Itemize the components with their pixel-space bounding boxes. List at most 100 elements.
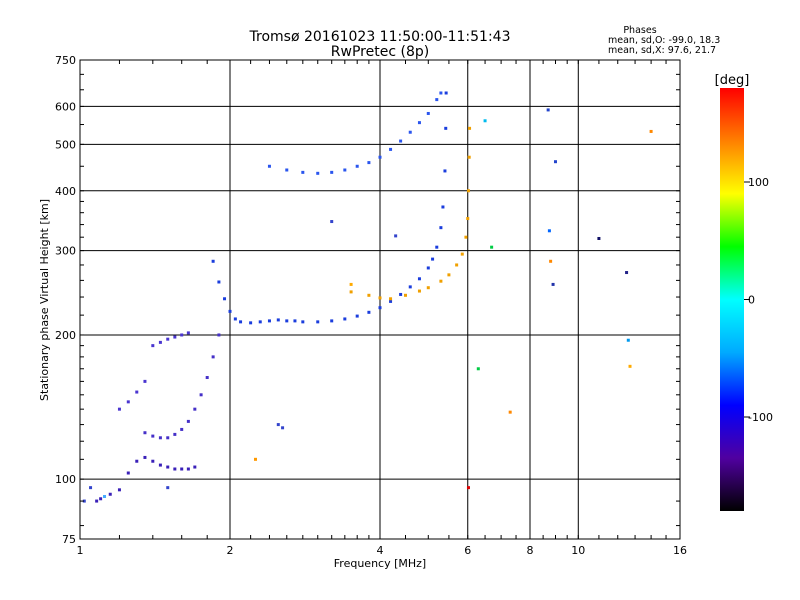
data-point [355,164,359,168]
data-point [551,282,555,286]
data-point [293,319,297,323]
data-point [166,337,170,341]
data-point [211,259,215,263]
data-point [443,169,447,173]
data-point [330,319,334,323]
series-f-layer-x-trace [349,126,472,301]
data-point [95,499,99,503]
x-axis-label: Frequency [MHz] [334,557,426,570]
data-point [408,285,412,289]
data-point [276,423,280,427]
data-point [166,436,170,440]
data-point [378,306,382,310]
data-point [408,130,412,134]
stats-line-o: mean, sd,O: -99.0, 18.3 [608,35,720,46]
data-point [439,226,443,230]
data-point [468,126,472,130]
data-point [466,217,470,221]
data-point [403,293,407,297]
x-axis-ticks: 1 2 4 6 8 10 16 [77,60,687,557]
data-point [546,108,550,112]
x-tick-label: 6 [464,544,471,557]
data-point [466,189,470,193]
data-point [441,205,445,209]
data-point [343,168,347,172]
data-point [166,486,170,490]
data-point [349,290,353,294]
data-point [628,364,632,368]
data-point [143,431,147,435]
data-point [349,282,353,286]
chart-subtitle: RwPretec (8p) [331,44,429,60]
x-tick-label: 2 [227,544,234,557]
data-point [389,297,393,301]
data-point [166,465,170,469]
data-point [466,486,470,490]
data-point [625,271,629,275]
data-point [173,467,177,471]
series-upper-f2-o-trace [267,91,443,175]
x-tick-label: 8 [527,544,534,557]
data-point [389,147,393,151]
data-point [158,340,162,344]
y-tick-label: 600 [55,100,76,113]
data-point [239,320,243,324]
y-tick-label: 100 [55,473,76,486]
y-tick-label: 750 [55,54,76,67]
colorbar [720,88,744,511]
data-point [82,499,86,503]
data-point [158,463,162,467]
data-point [355,314,359,318]
colorbar-ticks: -100 0 100 [744,176,773,424]
series-e-es-trace-lower [95,455,197,503]
data-point [301,170,305,174]
data-point [267,319,271,323]
series-f-layer-o-trace [211,91,448,325]
data-point [439,91,443,95]
data-point [301,320,305,324]
data-point [217,280,221,284]
data-point [180,427,184,431]
data-point [223,297,227,301]
data-point [626,338,630,342]
data-point [343,317,347,321]
data-point [186,419,190,423]
data-point [378,155,382,159]
data-point [143,379,147,383]
y-axis-label: Stationary phase Virtual Height [km] [38,199,51,401]
data-point [330,170,334,174]
data-point [228,309,232,313]
data-point [439,279,443,283]
data-point [126,400,130,404]
series-e-layer-trace-upper [117,331,190,411]
data-point [426,111,430,115]
data-point [285,319,289,323]
series-e-layer-trace-middle [143,333,221,440]
data-point [330,220,334,224]
data-point [173,432,177,436]
data-point [435,98,439,102]
data-point [211,355,215,359]
data-point [281,426,285,430]
colorbar-tick-label: 0 [748,294,755,307]
data-point [151,459,155,463]
data-point [276,318,280,322]
data-point [367,161,371,165]
data-point [426,266,430,270]
data-point [367,310,371,314]
data-point [217,333,221,337]
data-point [126,471,130,475]
data-point [258,320,262,324]
data-point [435,245,439,249]
x-tick-label: 4 [377,544,384,557]
data-point [431,257,435,261]
y-axis-ticks: 75 100 200 300 400 500 600 750 [55,54,680,546]
data-point [117,488,121,492]
data-point [508,410,512,414]
data-point [205,376,209,380]
data-point [99,497,103,501]
data-point [378,296,382,300]
colorbar-tick-label: 100 [748,176,769,189]
data-point [316,171,320,175]
data-point [253,457,257,461]
